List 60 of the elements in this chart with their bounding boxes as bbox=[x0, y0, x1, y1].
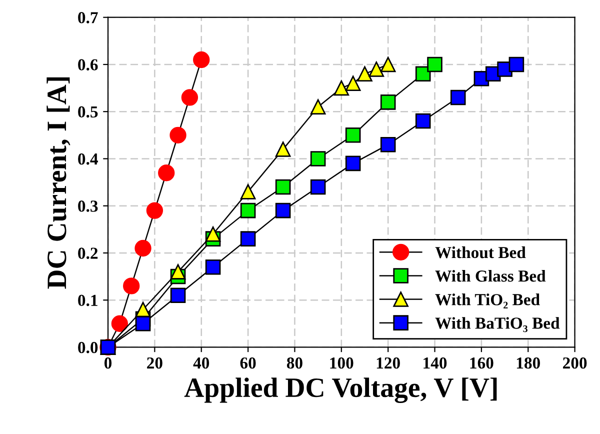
x-tick-label: 20 bbox=[147, 357, 162, 369]
point bbox=[240, 202, 256, 218]
point bbox=[310, 151, 326, 166]
y-tick-label: 0.6 bbox=[78, 59, 98, 70]
point bbox=[181, 89, 198, 106]
x-tick-label: 140 bbox=[424, 357, 447, 369]
point bbox=[134, 240, 152, 257]
point bbox=[275, 179, 291, 195]
point bbox=[170, 126, 186, 144]
point bbox=[345, 76, 361, 91]
point bbox=[111, 315, 128, 332]
point bbox=[415, 113, 431, 129]
y-tick-label: 0.1 bbox=[78, 294, 98, 306]
point bbox=[158, 164, 175, 182]
point bbox=[205, 259, 221, 275]
x-tick-label: 180 bbox=[516, 357, 540, 369]
point bbox=[275, 142, 291, 157]
y-tick-label: 0.2 bbox=[78, 248, 98, 259]
point bbox=[334, 80, 350, 96]
x-tick-label: 100 bbox=[330, 357, 354, 369]
point bbox=[368, 62, 384, 77]
legend-label: With TiO₂ Bed bbox=[435, 294, 540, 308]
x-tick-label: 120 bbox=[376, 357, 400, 369]
point bbox=[193, 51, 210, 68]
y-tick-label: 0.3 bbox=[78, 200, 98, 212]
point bbox=[508, 56, 524, 72]
point bbox=[146, 202, 164, 219]
x-tick-label: 0 bbox=[104, 357, 112, 369]
x-tick-label: 60 bbox=[240, 357, 256, 369]
x-tick-label: 40 bbox=[193, 357, 210, 369]
point bbox=[345, 128, 361, 143]
y-tick-label: 0.5 bbox=[78, 106, 98, 118]
legend-label: With BaTiO₃ Bed bbox=[435, 317, 560, 332]
legend-label: With Glass Bed bbox=[435, 270, 546, 282]
x-axis-title: Applied DC Voltage, V [V] bbox=[184, 378, 497, 403]
point bbox=[380, 94, 396, 110]
point bbox=[427, 56, 442, 72]
point bbox=[345, 156, 361, 172]
x-tick-label: 80 bbox=[286, 357, 302, 369]
point bbox=[240, 231, 256, 246]
x-tick-label: 200 bbox=[563, 357, 587, 369]
x-tick-label: 160 bbox=[470, 357, 494, 369]
y-axis-title: DC Current, I [A] bbox=[46, 77, 70, 289]
y-tick-label: 0.7 bbox=[78, 12, 98, 24]
point bbox=[170, 264, 186, 280]
point bbox=[357, 66, 372, 82]
y-tick-label: 0.0 bbox=[78, 342, 98, 354]
point bbox=[123, 278, 140, 294]
point bbox=[450, 90, 466, 106]
point bbox=[310, 179, 326, 195]
point bbox=[380, 136, 396, 152]
point bbox=[240, 184, 256, 200]
point bbox=[380, 56, 396, 72]
point bbox=[205, 226, 221, 242]
legend-label: Without Bed bbox=[435, 246, 526, 258]
y-tick-label: 0.4 bbox=[78, 153, 98, 165]
point bbox=[310, 99, 326, 115]
point bbox=[135, 316, 151, 332]
point bbox=[275, 202, 291, 218]
point bbox=[170, 288, 186, 304]
